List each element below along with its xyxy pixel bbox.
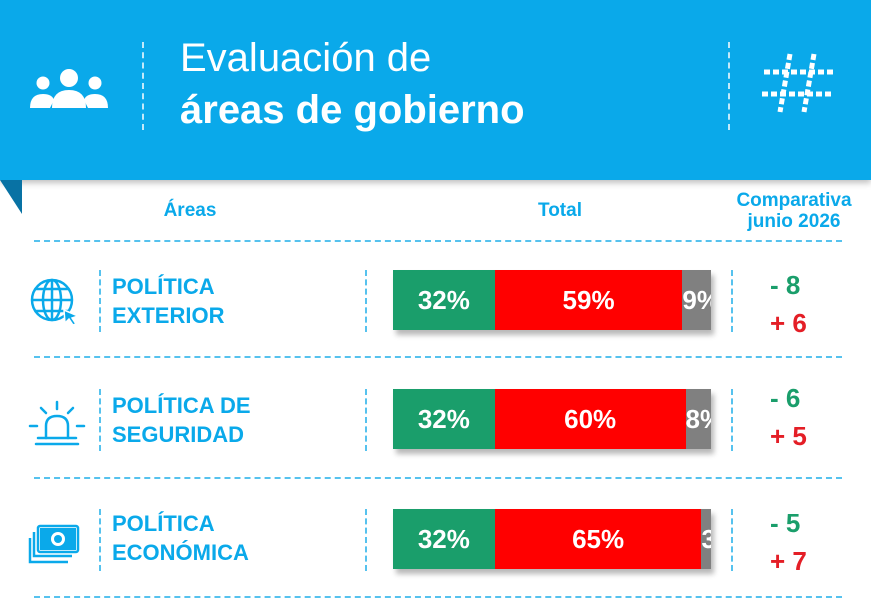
column-header-total: Total (538, 200, 582, 221)
siren-alarm-icon (28, 400, 86, 455)
comparativa-line2: junio 2026 (747, 211, 841, 232)
bar-segment-positive: 32% (393, 389, 495, 449)
comparativa-negative: - 6 (770, 383, 801, 413)
bar-row-2: 32%65%3% (393, 509, 711, 569)
bar-segment-negative: 60% (494, 389, 686, 449)
bar-segment-positive: 32% (393, 509, 495, 569)
bar-row-0: 32%59%9% (393, 270, 711, 330)
bar-segment-positive: 32% (393, 270, 495, 330)
header-divider-right (728, 42, 730, 130)
column-header-comparativa: Comparativa junio 2026 (724, 190, 864, 232)
area-label-politica-exterior: POLÍTICA EXTERIOR (112, 272, 352, 330)
divider-line (34, 477, 842, 479)
area-label-line1: POLÍTICA DE (112, 393, 251, 418)
row-divider (365, 509, 367, 571)
comparativa-negative: - 8 (770, 270, 801, 300)
comparativa-negative: - 5 (770, 508, 801, 538)
comparativa-positive: + 7 (770, 546, 807, 576)
column-header-areas: Áreas (163, 200, 217, 221)
row-divider (731, 389, 733, 451)
bar-row-1: 32%60%8% (393, 389, 711, 449)
area-label-politica-economica: POLÍTICA ECONÓMICA (112, 509, 352, 567)
area-label-line2: EXTERIOR (112, 303, 225, 328)
divider-line (34, 596, 842, 598)
bar-segment-neutral: 8% (685, 389, 711, 449)
row-divider (99, 389, 101, 451)
hashtag-logo-icon (760, 50, 840, 121)
area-label-line2: SEGURIDAD (112, 422, 245, 447)
header-banner (0, 0, 871, 180)
people-group-icon (28, 66, 110, 115)
header-divider-left (142, 42, 144, 130)
money-bills-icon (28, 522, 82, 573)
bar-segment-neutral: 9% (682, 270, 711, 330)
comparativa-positive: + 6 (770, 308, 807, 338)
area-label-line1: POLÍTICA (112, 511, 215, 536)
row-divider (365, 389, 367, 451)
bar-segment-negative: 65% (494, 509, 702, 569)
row-divider (99, 270, 101, 332)
row-divider (99, 509, 101, 571)
area-label-line1: POLÍTICA (112, 274, 215, 299)
comparativa-positive: + 5 (770, 421, 807, 451)
divider-line (34, 240, 842, 242)
header-fold-decoration (0, 180, 22, 214)
area-label-politica-de-seguridad: POLÍTICA DE SEGURIDAD (112, 391, 352, 449)
row-divider (731, 270, 733, 332)
comparativa-line1: Comparativa (736, 190, 852, 211)
row-divider (365, 270, 367, 332)
bar-segment-negative: 59% (494, 270, 683, 330)
area-label-line2: ECONÓMICA (112, 540, 249, 565)
globe-cursor-icon (28, 276, 82, 331)
page-title-line2: áreas de gobierno (180, 88, 525, 132)
divider-line (34, 356, 842, 358)
bar-segment-neutral: 3% (701, 509, 711, 569)
page-title-line1: Evaluación de (180, 36, 432, 80)
row-divider (731, 509, 733, 571)
